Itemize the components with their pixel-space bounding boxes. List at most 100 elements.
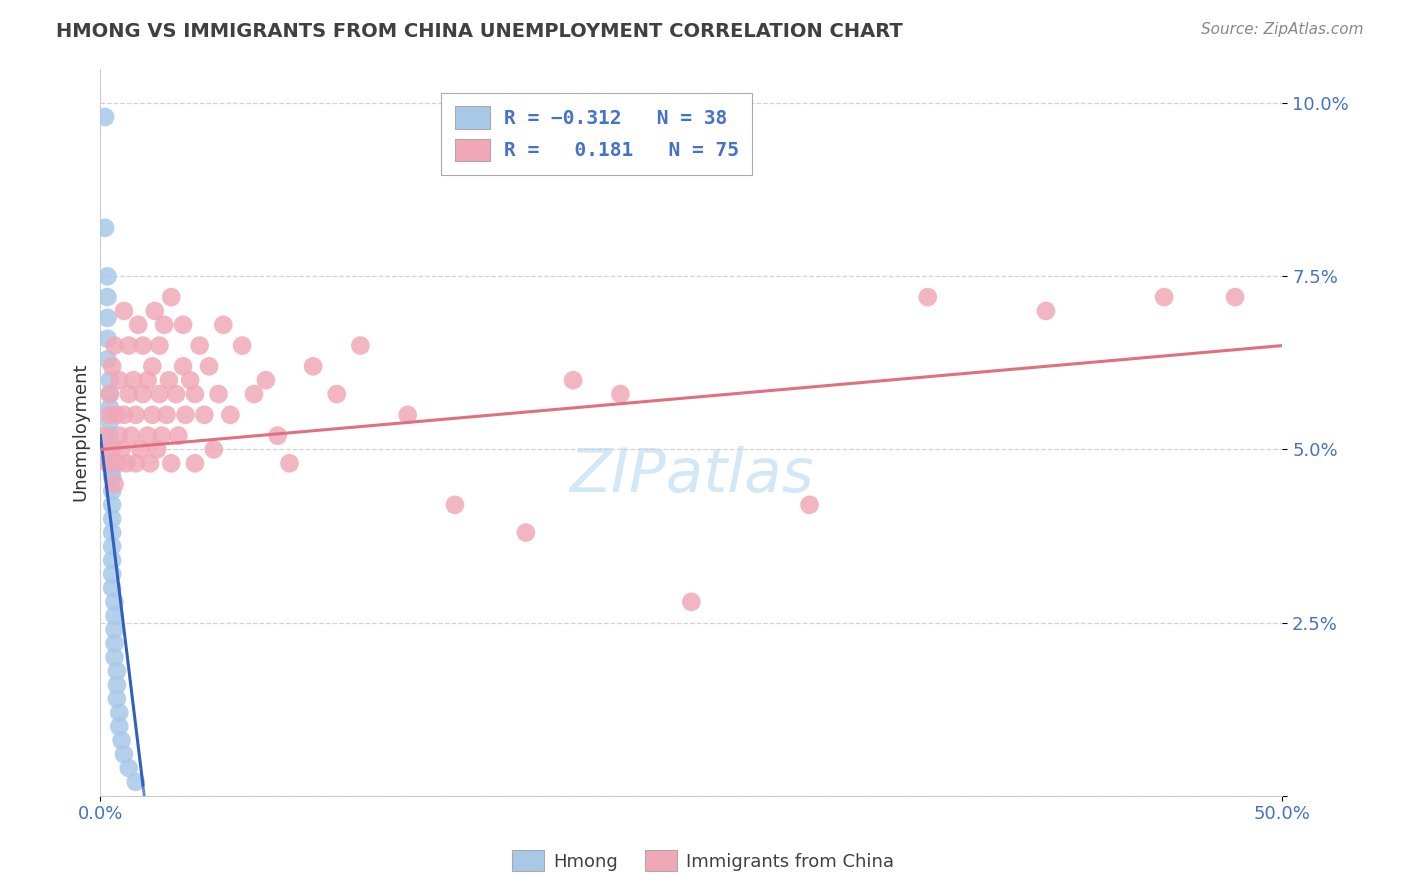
Point (118, 387, 141, 401)
Point (153, 318, 176, 332)
Point (103, 595, 125, 609)
Point (302, 359, 325, 374)
Point (122, 373, 145, 387)
Point (94, 110, 117, 124)
Point (98, 442, 121, 457)
Point (132, 387, 155, 401)
Point (184, 456, 207, 470)
Point (136, 428, 159, 442)
Point (105, 691, 128, 706)
Point (231, 338, 253, 352)
Point (278, 456, 301, 470)
Point (184, 387, 207, 401)
Point (193, 408, 215, 422)
Point (103, 623, 125, 637)
Point (103, 338, 125, 352)
Point (98, 415, 121, 429)
Point (139, 456, 162, 470)
Point (349, 338, 371, 352)
Point (96, 269, 118, 284)
Point (98, 387, 121, 401)
Point (243, 387, 266, 401)
Point (103, 650, 125, 665)
Point (609, 387, 631, 401)
Point (96, 310, 118, 325)
Point (101, 442, 124, 457)
Point (129, 442, 152, 457)
Point (172, 318, 194, 332)
Point (112, 747, 135, 762)
Point (212, 318, 235, 332)
Point (1153, 290, 1175, 304)
Point (141, 359, 163, 374)
Point (98, 428, 121, 442)
Point (562, 373, 585, 387)
Point (1223, 290, 1246, 304)
Point (98, 387, 121, 401)
Point (188, 338, 211, 352)
Point (112, 408, 135, 422)
Legend: Hmong, Immigrants from China: Hmong, Immigrants from China (505, 843, 901, 879)
Point (155, 408, 177, 422)
Point (98, 456, 121, 470)
Point (515, 525, 537, 540)
Point (148, 387, 170, 401)
Point (98, 401, 121, 415)
Point (681, 595, 703, 609)
Point (103, 608, 125, 623)
Point (165, 387, 187, 401)
Point (174, 408, 197, 422)
Point (96, 456, 118, 470)
Point (219, 408, 242, 422)
Point (125, 408, 148, 422)
Point (150, 428, 173, 442)
Point (118, 761, 141, 775)
Point (101, 567, 124, 582)
Point (120, 428, 142, 442)
Point (96, 332, 118, 346)
Point (799, 498, 821, 512)
Point (105, 408, 128, 422)
Point (444, 498, 467, 512)
Point (111, 733, 134, 747)
Text: HMONG VS IMMIGRANTS FROM CHINA UNEMPLOYMENT CORRELATION CHART: HMONG VS IMMIGRANTS FROM CHINA UNEMPLOYM… (56, 22, 903, 41)
Point (136, 373, 159, 387)
Point (127, 318, 149, 332)
Point (132, 338, 155, 352)
Point (101, 463, 124, 477)
Point (101, 553, 124, 567)
Point (179, 373, 201, 387)
Point (108, 719, 131, 733)
Point (101, 470, 124, 484)
Point (98, 408, 121, 422)
Point (96, 352, 118, 367)
Text: ZIPatlas: ZIPatlas (569, 446, 814, 505)
Point (141, 408, 163, 422)
Point (94, 220, 117, 235)
Point (118, 338, 141, 352)
Legend: R = −0.312   N = 38, R =   0.181   N = 75: R = −0.312 N = 38, R = 0.181 N = 75 (441, 93, 752, 175)
Point (198, 359, 221, 374)
Point (125, 456, 148, 470)
Point (101, 359, 124, 374)
Point (160, 456, 183, 470)
Point (266, 428, 288, 442)
Point (112, 304, 135, 318)
Point (115, 456, 138, 470)
Point (254, 373, 277, 387)
Point (101, 525, 124, 540)
Point (101, 483, 124, 498)
Point (143, 304, 166, 318)
Point (105, 456, 128, 470)
Point (172, 359, 194, 374)
Point (94, 428, 117, 442)
Point (326, 387, 349, 401)
Point (103, 636, 125, 650)
Y-axis label: Unemployment: Unemployment (72, 363, 89, 501)
Point (160, 290, 183, 304)
Point (917, 290, 939, 304)
Point (103, 477, 125, 491)
Point (111, 442, 134, 457)
Point (108, 706, 131, 720)
Point (101, 581, 124, 595)
